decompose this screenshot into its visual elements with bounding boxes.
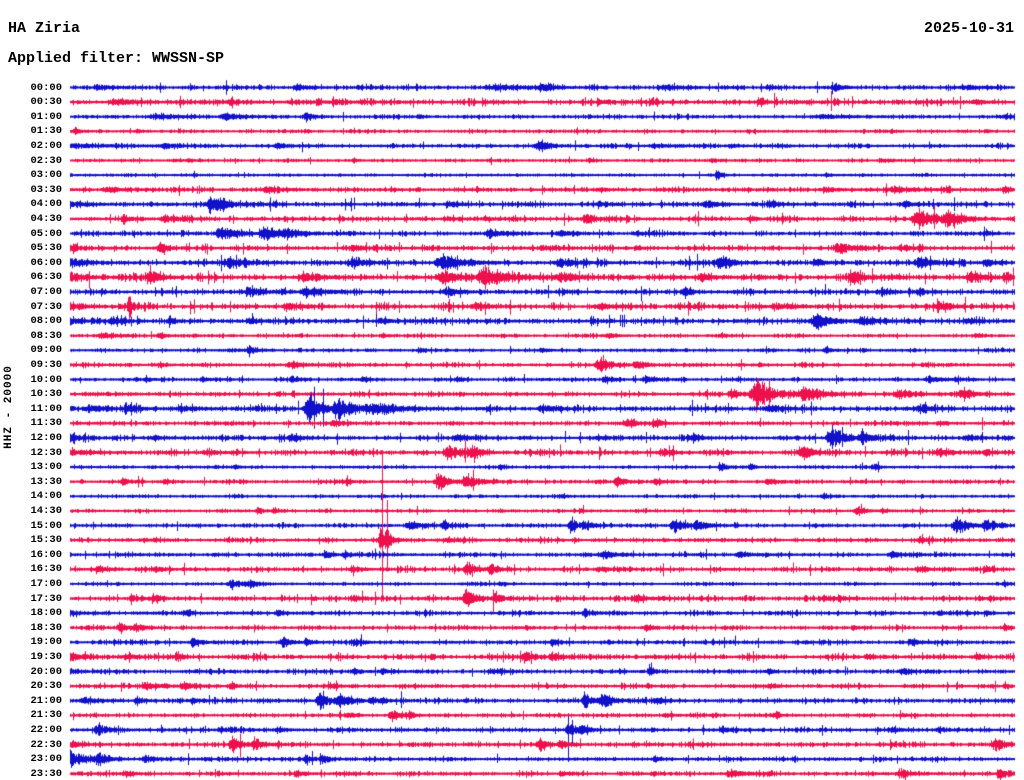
time-label-0200: 02:00 [30,139,62,152]
time-label-0030: 00:30 [30,96,62,109]
time-label-1730: 17:30 [30,592,62,605]
time-label-0230: 02:30 [30,154,62,167]
time-label-1700: 17:00 [30,577,62,590]
time-label-1100: 11:00 [30,402,62,415]
time-label-0000: 00:00 [30,81,62,94]
time-label-2230: 22:30 [30,738,62,751]
time-label-1500: 15:00 [30,519,62,532]
time-label-0300: 03:00 [30,169,62,182]
time-label-1630: 16:30 [30,563,62,576]
time-label-0900: 09:00 [30,344,62,357]
time-label-1900: 19:00 [30,636,62,649]
time-label-0100: 01:00 [30,110,62,123]
time-label-1430: 14:30 [30,504,62,517]
time-label-0130: 01:30 [30,125,62,138]
time-label-0430: 04:30 [30,212,62,225]
time-label-0400: 04:00 [30,198,62,211]
time-label-0700: 07:00 [30,285,62,298]
time-label-1530: 15:30 [30,534,62,547]
time-label-0830: 08:30 [30,329,62,342]
time-label-0330: 03:30 [30,183,62,196]
time-label-0630: 06:30 [30,271,62,284]
time-label-0500: 05:00 [30,227,62,240]
time-label-0600: 06:00 [30,256,62,269]
time-label-1200: 12:00 [30,431,62,444]
time-label-1800: 18:00 [30,607,62,620]
time-label-2100: 21:00 [30,694,62,707]
time-label-0530: 05:30 [30,242,62,255]
time-label-1930: 19:30 [30,650,62,663]
time-label-2000: 20:00 [30,665,62,678]
time-label-2330: 23:30 [30,767,62,780]
time-label-1600: 16:00 [30,548,62,561]
time-label-1830: 18:30 [30,621,62,634]
time-label-1030: 10:30 [30,388,62,401]
time-label-0800: 08:00 [30,315,62,328]
time-label-0730: 07:30 [30,300,62,313]
time-label-1330: 13:30 [30,475,62,488]
time-label-1230: 12:30 [30,446,62,459]
time-label-1130: 11:30 [30,417,62,430]
time-label-2300: 23:00 [30,753,62,766]
time-label-2200: 22:00 [30,723,62,736]
time-label-2030: 20:30 [30,680,62,693]
time-label-1400: 14:00 [30,490,62,503]
time-label-1300: 13:00 [30,461,62,474]
time-label-1000: 10:00 [30,373,62,386]
time-label-2130: 21:30 [30,709,62,722]
time-label-0930: 09:30 [30,358,62,371]
